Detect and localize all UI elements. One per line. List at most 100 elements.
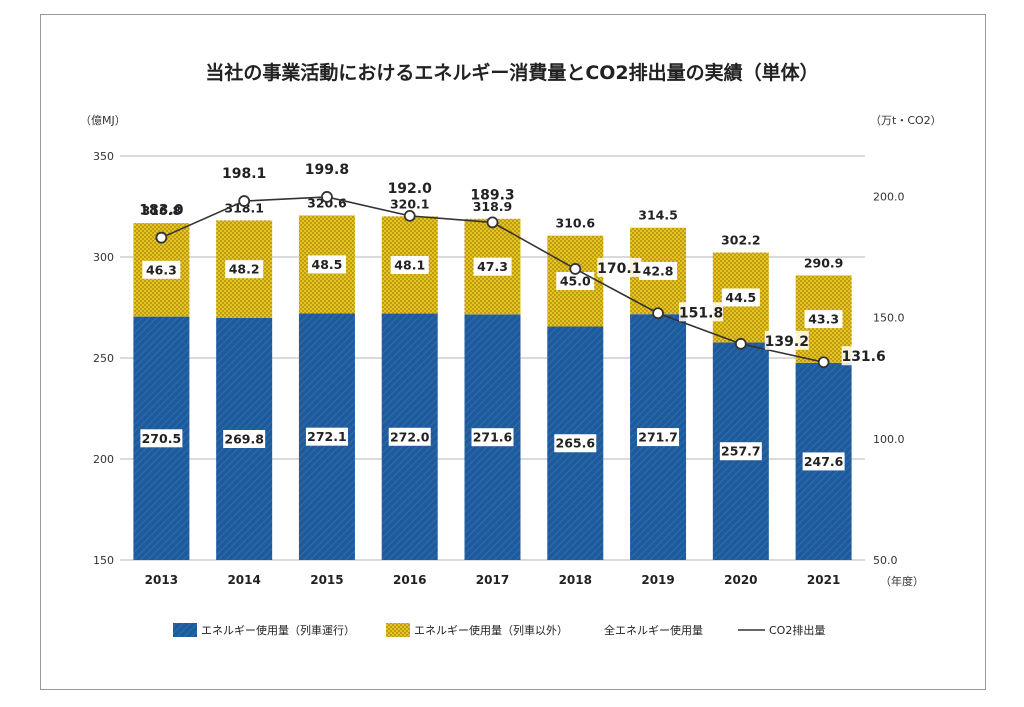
label-box-nonrail [307,255,346,274]
co2-data-label: 139.2 [765,334,809,350]
label-box-nonrail [639,261,678,280]
right-tick-label: 200.0 [873,190,905,203]
data-label-total: 302.2 [721,233,761,248]
data-label-nonrail: 43.3 [808,312,839,327]
co2-point [652,307,664,320]
data-label-nonrail: 44.5 [725,290,756,305]
label-box-rail [305,427,348,446]
co2-data-label: 199.8 [305,162,349,178]
x-category-label: 2021 [807,573,840,587]
co2-label-box [679,302,724,322]
label-box-nonrail [721,288,760,307]
label-box-rail [802,452,845,471]
data-label-total: 310.6 [556,216,596,231]
chart-frame [40,14,986,690]
co2-label-box [764,330,809,350]
x-category-label: 2014 [227,573,260,587]
right-tick-label: 100.0 [873,433,905,446]
left-tick-label: 300 [93,251,114,264]
label-box-rail [388,427,431,446]
co2-data-label: 170.1 [597,261,641,277]
x-category-label: 2019 [641,573,674,587]
data-label-nonrail: 45.0 [560,274,591,289]
data-label-nonrail: 48.5 [312,257,343,272]
data-label-total: 316.8 [142,203,182,218]
data-label-rail: 265.6 [556,436,596,451]
data-label-rail: 272.0 [390,429,430,444]
data-label-nonrail: 48.1 [394,257,425,272]
right-axis-unit: （万t・CO2） [870,114,942,127]
left-tick-label: 350 [93,150,114,163]
x-category-label: 2015 [310,573,343,587]
legend-label-total: 全エネルギー使用量 [604,623,703,637]
label-box-nonrail [556,272,595,291]
data-label-total: 320.1 [390,196,430,211]
co2-point [155,231,168,244]
co2-label-box [841,346,886,366]
data-label-nonrail: 48.2 [229,262,260,277]
x-category-label: 2020 [724,573,757,587]
label-box-nonrail [804,310,843,329]
data-label-rail: 269.8 [224,432,264,447]
x-category-label: 2018 [559,573,592,587]
label-box-nonrail [225,260,264,279]
label-box-rail [223,430,266,449]
right-axis-ticks: 200.0 150.0 100.0 50.0 [873,190,905,567]
x-category-label: 2016 [393,573,426,587]
x-axis-unit: （年度） [880,574,924,588]
label-box-nonrail [473,257,512,276]
co2-point [321,191,333,203]
x-axis-categories: 2013 2014 2015 2016 2017 2018 2019 2020 2021 [145,573,841,587]
right-tick-label: 50.0 [873,554,898,567]
data-label-rail: 247.6 [804,454,844,469]
co2-data-label: 192.0 [388,181,433,197]
data-label-total: 318.1 [224,200,264,215]
left-axis-ticks: 350 300 250 200 150 [93,150,114,567]
data-label-rail: 271.6 [473,430,513,445]
co2-data-label: 183.0 [139,203,184,219]
legend-swatch-nonrail [386,623,410,637]
co2-point [403,209,416,222]
chart-title: 当社の事業活動におけるエネルギー消費量とCO2排出量の実績（単体） [205,61,818,84]
legend-label-nonrail: エネルギー使用量（列車以外） [414,623,568,637]
data-label-nonrail: 47.3 [477,259,508,274]
label-box-rail [140,429,183,448]
co2-point [734,337,747,350]
co2-line: 183.0 198.1 199.8 192.0 189.3 170.1 151.8 139.2… [139,162,886,369]
co2-data-label: 131.6 [841,349,885,365]
co2-data-label: 151.8 [679,305,723,321]
data-label-nonrail: 46.3 [146,262,177,277]
legend-label-co2: CO2排出量 [769,623,825,637]
x-category-label: 2017 [476,573,509,587]
data-label-rail: 270.5 [142,431,182,446]
legend-label-rail: エネルギー使用量（列車運行） [201,623,355,637]
left-tick-label: 200 [93,453,114,466]
data-label-rail: 272.1 [307,429,347,444]
co2-point [486,216,499,229]
data-label-rail: 271.7 [638,430,678,445]
legend-swatch-rail [173,623,197,637]
co2-label-box [597,257,642,277]
co2-point [238,195,251,207]
co2-point [817,356,830,369]
label-box-rail [554,434,597,453]
data-label-rail: 257.7 [721,444,761,459]
co2-data-label: 189.3 [470,187,514,203]
left-tick-label: 250 [93,352,114,365]
label-box-rail [719,442,762,461]
left-axis-unit: （億MJ） [80,114,126,127]
right-tick-label: 150.0 [873,312,905,325]
co2-data-label: 198.1 [222,166,266,182]
label-box-nonrail [142,260,181,279]
left-tick-label: 150 [93,554,114,567]
co2-point [569,263,582,275]
data-label-total: 290.9 [804,255,844,270]
data-label-total: 318.9 [473,199,513,214]
label-box-rail [637,428,680,447]
data-label-total: 314.5 [638,208,678,223]
legend: エネルギー使用量（列車運行） エネルギー使用量（列車以外） 全エネルギー使用量 … [173,623,825,637]
label-box-nonrail [390,255,429,274]
label-box-rail [471,428,514,447]
bar-labels: 270.5 46.3 316.8 269.8 48.2 318.1 272.1 48.5 320… [140,195,845,471]
